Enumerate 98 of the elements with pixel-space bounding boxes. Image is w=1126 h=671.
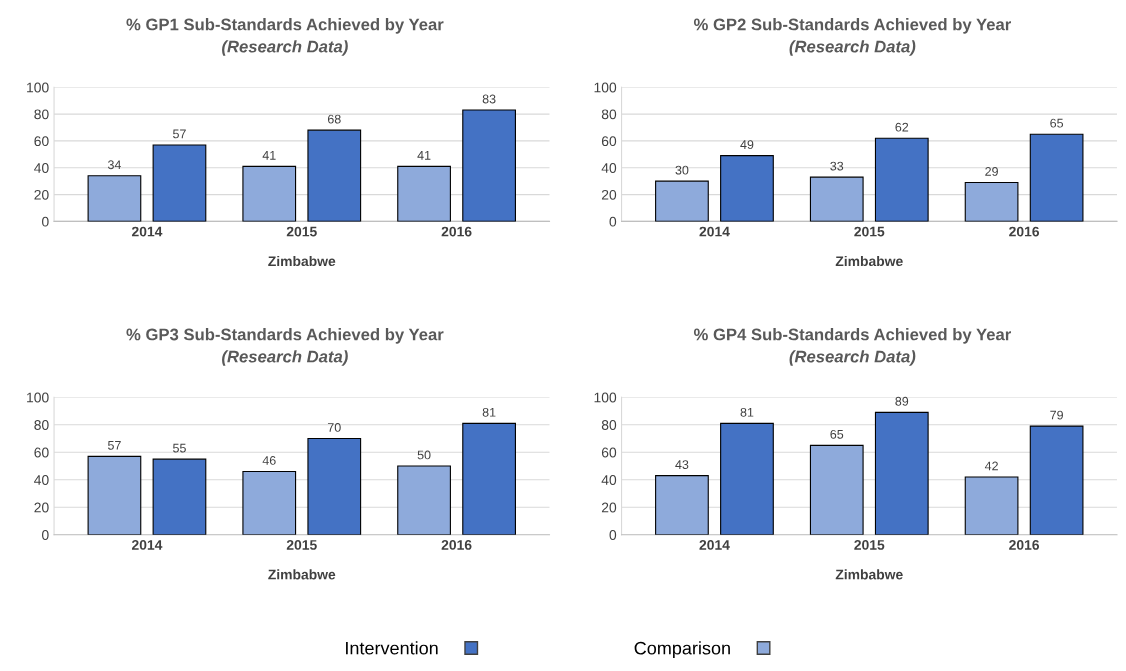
y-tick-label: 20 xyxy=(601,189,617,200)
data-label: 57 xyxy=(173,129,186,139)
bar xyxy=(87,175,142,222)
bar xyxy=(809,444,864,535)
data-label: 34 xyxy=(107,160,122,170)
y-tick-label: 40 xyxy=(34,163,49,173)
data-label: 62 xyxy=(895,122,909,132)
bar xyxy=(1029,133,1084,222)
y-tick-label: 40 xyxy=(601,163,617,173)
chart-subtitle: (Research Data) xyxy=(789,350,916,366)
data-label: 65 xyxy=(1050,118,1064,128)
x-axis-title: Zimbabwe xyxy=(835,569,903,580)
y-tick-label: 60 xyxy=(601,136,617,147)
y-tick-label: 0 xyxy=(609,216,617,227)
data-label: 30 xyxy=(675,165,689,175)
bar xyxy=(242,165,297,222)
bar xyxy=(462,422,516,535)
legend-label: Comparison xyxy=(634,641,730,659)
bar xyxy=(720,422,774,535)
y-tick-label: 80 xyxy=(601,109,617,120)
y-tick-label: 40 xyxy=(34,475,49,485)
bar xyxy=(964,476,1019,535)
bar xyxy=(874,411,929,535)
bar xyxy=(655,475,709,535)
x-tick-label: 2015 xyxy=(854,226,885,237)
x-tick-label: 2014 xyxy=(699,226,730,237)
bar xyxy=(874,137,929,222)
bar xyxy=(152,458,207,535)
data-label: 81 xyxy=(482,407,496,417)
chart-subtitle: (Research Data) xyxy=(222,40,348,56)
data-label: 33 xyxy=(830,161,844,171)
y-tick-label: 80 xyxy=(34,420,49,430)
chart-title: % GP4 Sub-Standards Achieved by Year xyxy=(693,328,1011,344)
y-tick-label: 80 xyxy=(34,109,49,120)
y-tick-label: 100 xyxy=(594,82,617,93)
y-tick-label: 40 xyxy=(601,475,617,485)
y-tick-label: 100 xyxy=(594,392,617,403)
data-label: 41 xyxy=(262,151,276,160)
bar xyxy=(655,180,709,222)
x-tick-label: 2015 xyxy=(286,540,317,550)
data-label: 83 xyxy=(482,94,496,104)
data-label: 49 xyxy=(740,140,754,150)
chart-title: % GP2 Sub-Standards Achieved by Year xyxy=(693,18,1011,34)
x-tick-label: 2015 xyxy=(854,540,885,550)
x-axis-title: Zimbabwe xyxy=(268,569,336,580)
x-tick-label: 2016 xyxy=(1009,540,1040,550)
chart-title: % GP1 Sub-Standards Achieved by Year xyxy=(126,18,444,34)
data-label: 89 xyxy=(895,396,909,406)
x-tick-label: 2014 xyxy=(131,540,163,550)
data-label: 55 xyxy=(173,443,186,453)
y-tick-label: 80 xyxy=(601,420,617,430)
data-label: 68 xyxy=(327,114,341,124)
data-label: 42 xyxy=(984,461,998,471)
bar xyxy=(720,155,774,222)
bar xyxy=(152,144,207,222)
chart-title: % GP3 Sub-Standards Achieved by Year xyxy=(126,328,444,344)
x-tick-label: 2016 xyxy=(441,226,472,237)
y-tick-label: 20 xyxy=(601,502,617,513)
y-tick-label: 0 xyxy=(609,530,617,540)
y-tick-label: 100 xyxy=(27,392,49,403)
x-axis-title: Zimbabwe xyxy=(835,255,903,267)
y-tick-label: 60 xyxy=(601,447,617,458)
bar xyxy=(397,465,451,535)
data-label: 70 xyxy=(327,423,341,432)
bar xyxy=(462,109,516,222)
x-tick-label: 2015 xyxy=(286,226,317,237)
bar xyxy=(964,181,1019,222)
y-tick-label: 100 xyxy=(27,82,49,93)
chart-subtitle: (Research Data) xyxy=(789,40,916,56)
data-label: 29 xyxy=(985,167,998,176)
bar xyxy=(87,455,142,535)
x-tick-label: 2016 xyxy=(441,540,472,550)
bar xyxy=(809,176,864,222)
x-tick-label: 2014 xyxy=(131,226,163,237)
data-label: 81 xyxy=(740,407,754,417)
x-tick-label: 2014 xyxy=(699,540,730,550)
y-tick-label: 60 xyxy=(34,447,49,458)
data-label: 50 xyxy=(417,450,431,460)
data-label: 46 xyxy=(262,456,276,465)
data-label: 43 xyxy=(675,460,689,469)
y-tick-label: 20 xyxy=(34,502,49,513)
x-axis-title: Zimbabwe xyxy=(268,255,336,267)
data-label: 41 xyxy=(417,151,431,160)
x-tick-label: 2016 xyxy=(1009,226,1040,237)
bar xyxy=(1029,425,1084,535)
data-label: 65 xyxy=(830,429,844,439)
bar xyxy=(397,165,451,222)
bar xyxy=(307,129,362,222)
bar xyxy=(242,470,297,535)
data-label: 57 xyxy=(107,441,121,450)
y-tick-label: 0 xyxy=(42,216,49,227)
chart-subtitle: (Research Data) xyxy=(222,350,348,366)
data-label: 79 xyxy=(1050,410,1063,420)
bar xyxy=(307,437,362,535)
y-tick-label: 0 xyxy=(42,530,49,540)
legend-label: Intervention xyxy=(346,641,438,655)
y-tick-label: 60 xyxy=(34,136,49,147)
y-tick-label: 20 xyxy=(34,189,49,200)
